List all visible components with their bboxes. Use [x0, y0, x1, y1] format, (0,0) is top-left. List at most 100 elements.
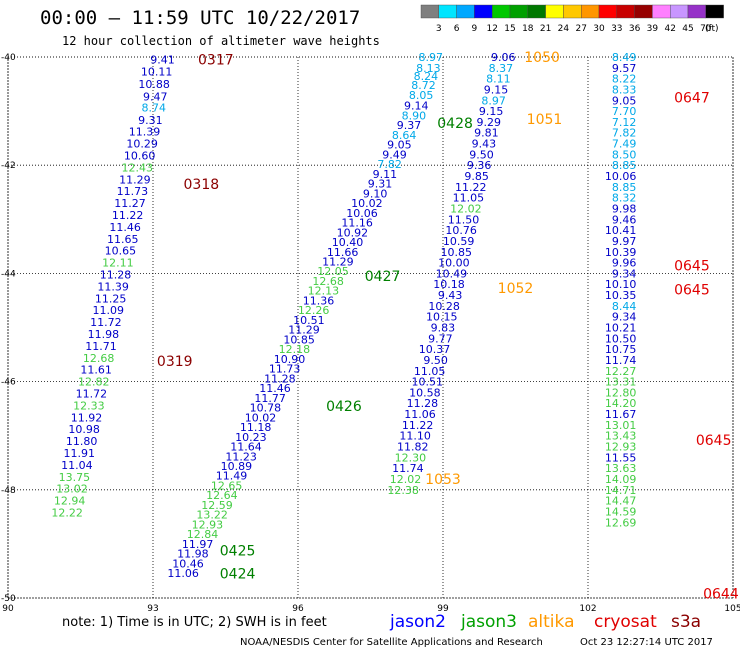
swh-value: 7.82: [612, 127, 637, 140]
swh-value: 10.02: [351, 197, 383, 210]
y-tick-label: -48: [1, 486, 16, 496]
swh-value: 12.33: [73, 399, 105, 412]
chart-subtitle: 12 hour collection of altimeter wave hei…: [62, 34, 380, 48]
swh-value: 8.50: [612, 148, 637, 161]
swh-value: 8.33: [612, 83, 637, 96]
pass-label: 0319: [157, 354, 193, 370]
swh-value: 11.64: [230, 441, 262, 454]
swh-value: 11.77: [254, 392, 286, 405]
swh-value: 9.98: [612, 202, 637, 215]
swh-value: 11.25: [95, 292, 127, 305]
swh-value: 11.67: [605, 408, 637, 421]
swh-value: 11.46: [109, 221, 141, 234]
swh-value: 9.29: [477, 116, 502, 129]
swh-value: 8.72: [411, 79, 436, 92]
color-scale-unit: (ft): [705, 24, 719, 34]
swh-value: 13.63: [605, 462, 637, 475]
swh-value: 12.13: [308, 285, 340, 298]
swh-value: 11.72: [76, 388, 108, 401]
color-scale-tick: 27: [575, 24, 586, 34]
swh-value: 9.37: [397, 119, 422, 132]
swh-value: 7.82: [377, 158, 402, 171]
swh-value: 11.46: [259, 382, 291, 395]
swh-value: 12.69: [605, 516, 637, 529]
color-scale-tick: 36: [629, 24, 641, 34]
swh-value: 9.96: [612, 257, 637, 270]
color-scale-tick: 9: [472, 24, 478, 34]
swh-value: 11.92: [71, 411, 103, 424]
swh-value: 11.91: [64, 447, 96, 460]
swh-value: 12.26: [298, 304, 330, 317]
swh-value: 10.75: [605, 343, 637, 356]
swh-value: 14.71: [605, 484, 637, 497]
legend-entry: jason2: [389, 612, 446, 632]
swh-value: 11.28: [407, 397, 439, 410]
legend-entry: cryosat: [594, 612, 657, 632]
color-swatch: [652, 4, 671, 19]
color-scale-tick: 39: [647, 24, 659, 34]
swh-value: 9.49: [382, 148, 407, 161]
swh-value: 11.73: [117, 185, 149, 198]
swh-value: 13.02: [56, 483, 88, 496]
color-swatch: [438, 4, 457, 19]
pass-labels: 0317 0318 0319 0428 0427 0426 0425 0424 1050 1051…: [157, 50, 739, 603]
color-scale-tick: 30: [593, 24, 605, 34]
swh-value: 10.18: [433, 278, 465, 291]
swh-value: 13.22: [196, 509, 228, 522]
pass-label: 0427: [365, 269, 401, 285]
swh-value: 11.74: [605, 354, 637, 367]
swh-value: 12.59: [201, 499, 233, 512]
swh-value: 13.01: [605, 419, 637, 432]
swh-value: 11.10: [399, 430, 431, 443]
swh-value: 14.59: [605, 505, 637, 518]
swh-value: 10.65: [105, 245, 137, 258]
swh-value: 11.97: [182, 538, 214, 551]
color-swatch: [581, 4, 600, 19]
swh-value: 8.74: [142, 101, 167, 114]
swh-value: 12.84: [187, 528, 219, 541]
y-tick-label: -46: [1, 378, 16, 388]
x-tick-label: 90: [2, 604, 14, 614]
swh-value: 13.43: [605, 430, 637, 443]
swh-value: 10.21: [605, 322, 637, 335]
swh-value: 10.10: [605, 278, 637, 291]
swh-value: 11.29: [288, 324, 320, 337]
swh-value: 10.89: [221, 460, 253, 473]
y-tick-label: -50: [1, 594, 16, 604]
swh-value: 9.47: [143, 90, 168, 103]
swh-value: 10.11: [141, 66, 173, 79]
swh-value: 11.27: [114, 197, 146, 210]
swh-value: 11.98: [177, 548, 209, 561]
swh-value: 10.15: [426, 311, 458, 324]
swh-value: 11.05: [453, 192, 485, 205]
swh-value: 11.36: [303, 294, 335, 307]
color-scale-tick: 6: [454, 24, 460, 34]
color-swatch: [598, 4, 617, 19]
pass-label: 0428: [437, 116, 473, 132]
swh-value: 11.39: [129, 126, 161, 139]
swh-value: 10.90: [274, 353, 306, 366]
swh-value: 9.50: [423, 354, 448, 367]
swh-value: 9.57: [612, 62, 637, 75]
swh-value: 10.51: [293, 314, 325, 327]
swh-value: 8.32: [612, 192, 637, 205]
swh-value: 10.92: [337, 226, 369, 239]
swh-value: 12.02: [450, 202, 482, 215]
swh-value: 9.36: [467, 159, 492, 172]
color-swatch: [545, 4, 564, 19]
swh-value: 9.06: [491, 51, 516, 64]
chart-title: 00:00 – 11:59 UTC 10/22/2017: [40, 7, 360, 29]
swh-value: 11.39: [97, 280, 129, 293]
timestamp: Oct 23 12:27:14 UTC 2017: [580, 637, 713, 648]
swh-value: 9.31: [368, 178, 393, 191]
swh-value: 7.70: [612, 105, 637, 118]
color-swatch: [509, 4, 528, 19]
swh-value: 11.29: [119, 173, 151, 186]
swh-value: 11.28: [264, 372, 296, 385]
swh-value: 12.22: [51, 507, 83, 520]
chart-note: note: 1) Time is in UTC; 2) SWH is in fe…: [62, 615, 327, 630]
y-tick-label: -40: [1, 53, 16, 63]
swh-value: 11.74: [392, 462, 424, 475]
swh-value: 10.06: [605, 170, 637, 183]
swh-value: 12.18: [279, 343, 311, 356]
